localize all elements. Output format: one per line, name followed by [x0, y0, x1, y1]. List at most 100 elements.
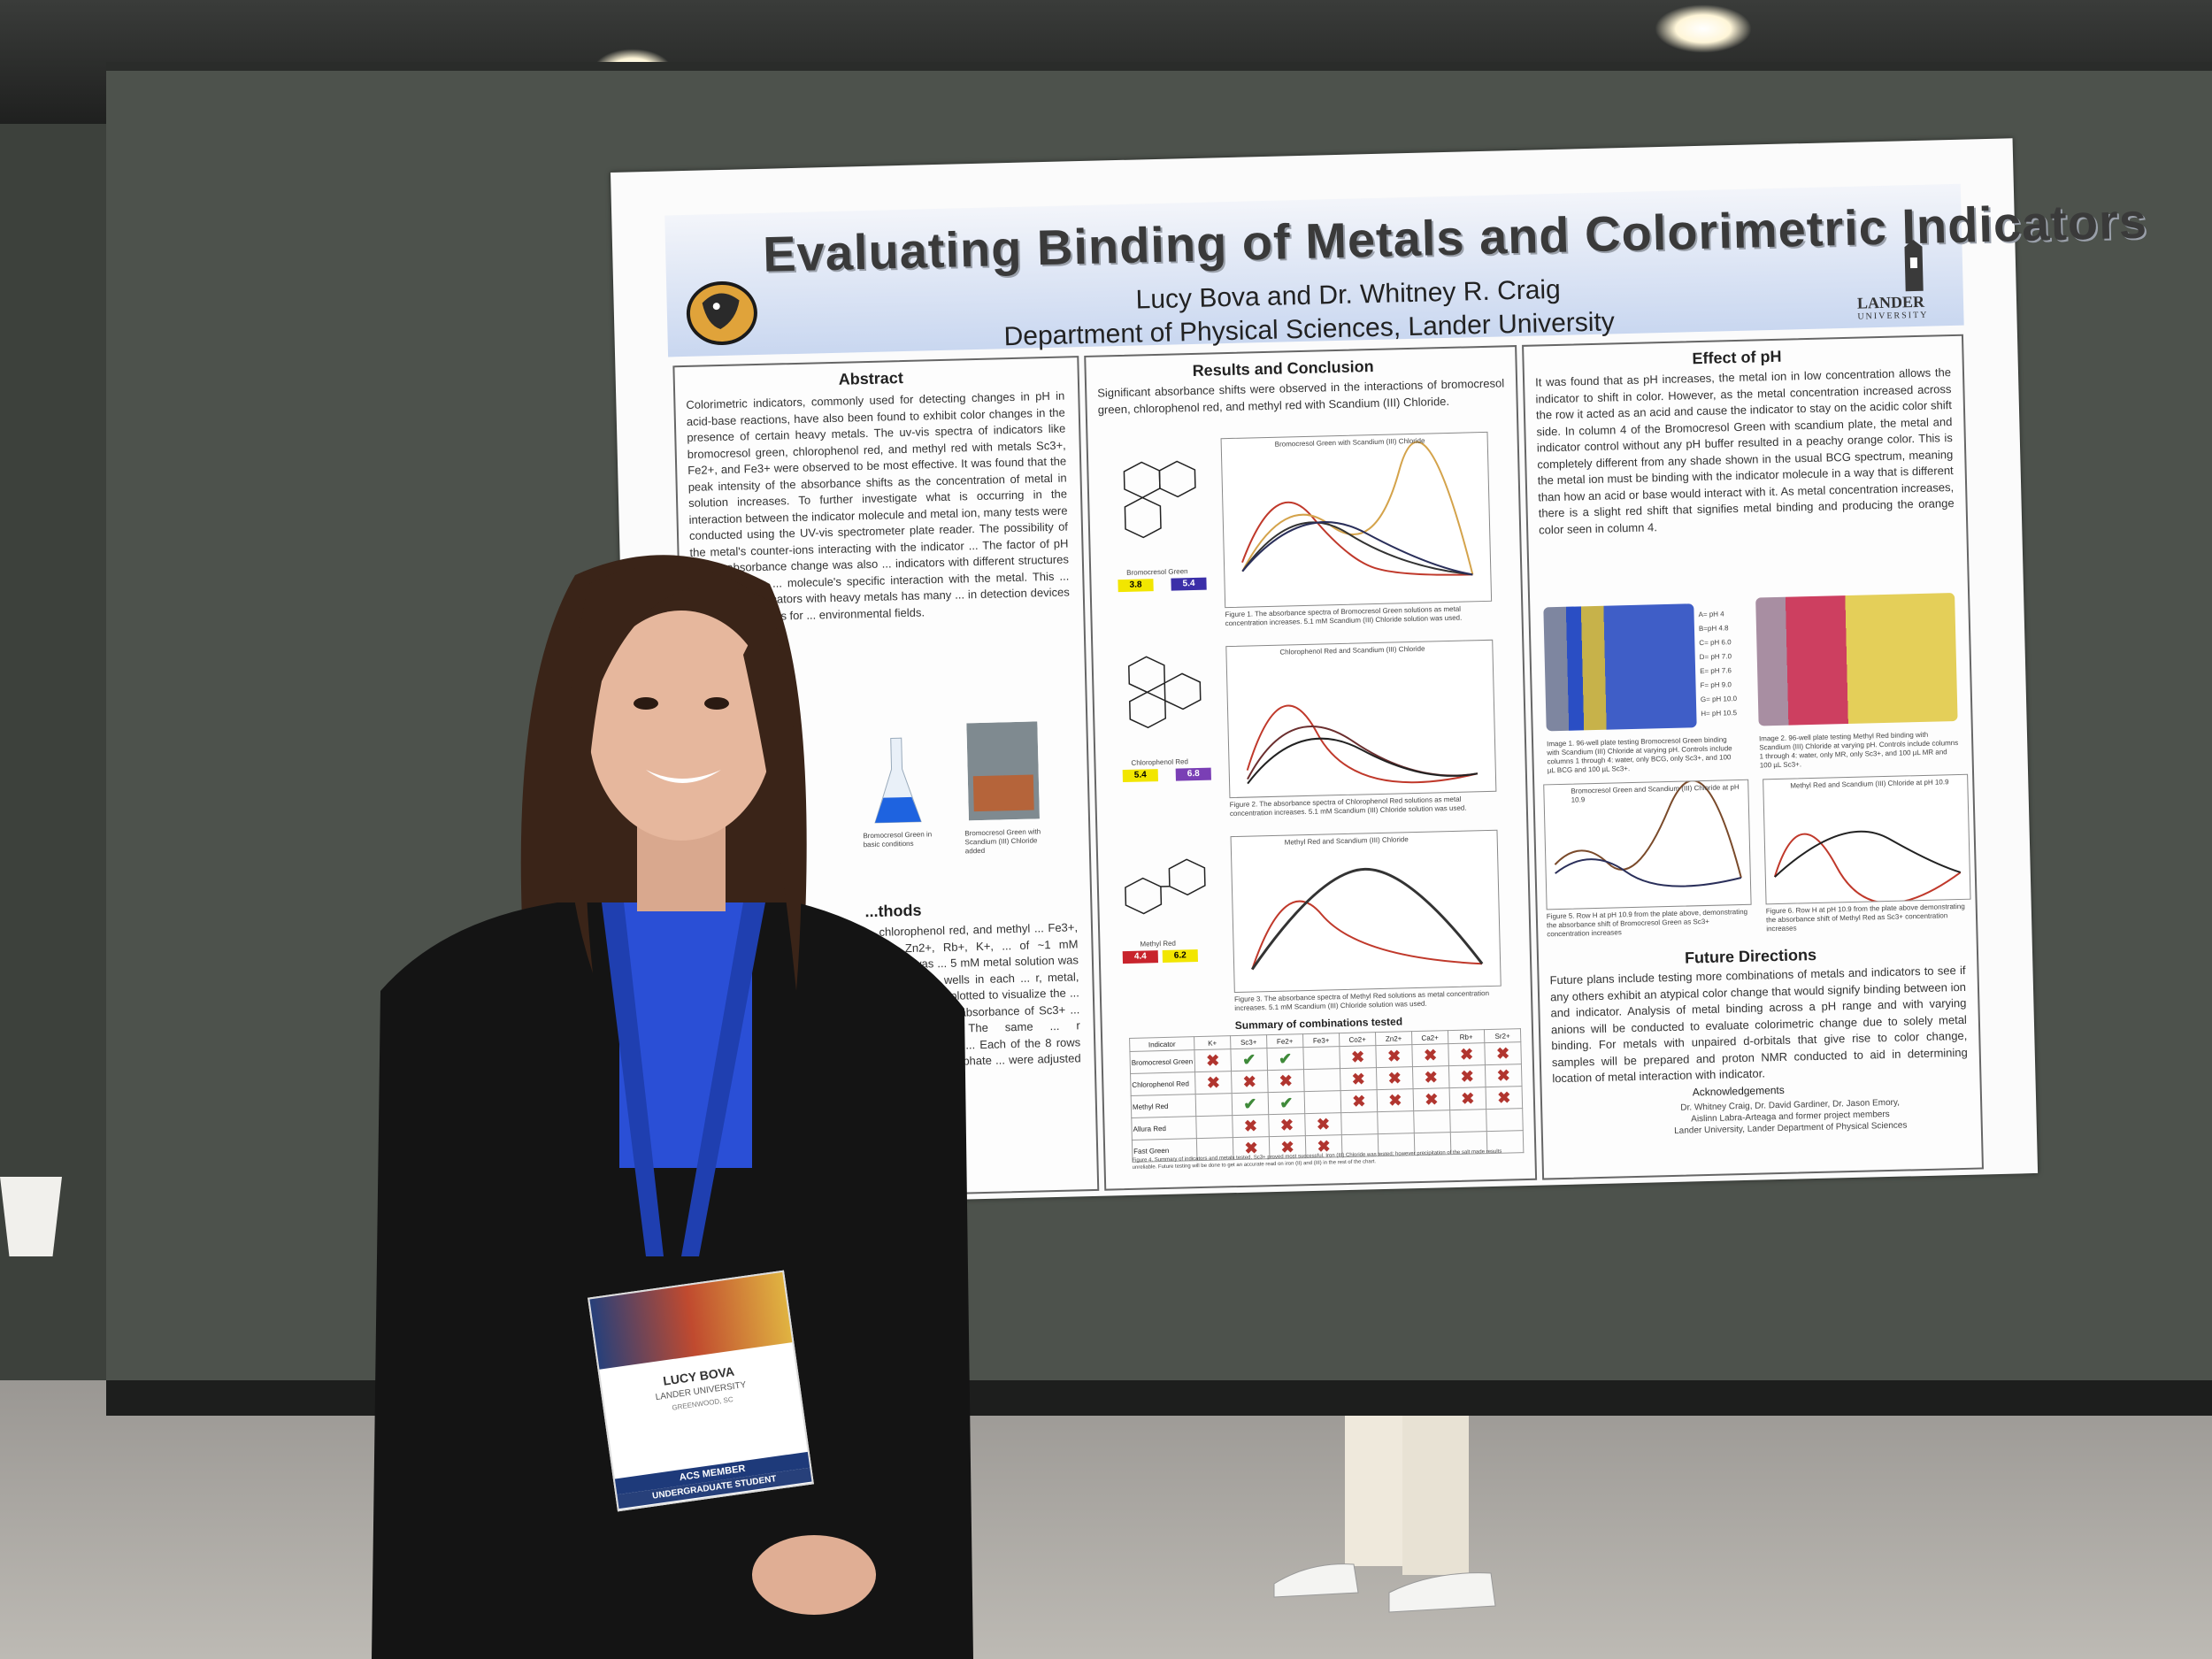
- cross-icon: ✖: [1484, 1041, 1522, 1065]
- table-cell: [1303, 1068, 1341, 1092]
- effect-column: Effect of pH It was found that as pH inc…: [1522, 334, 1984, 1180]
- cross-icon: ✖: [1231, 1070, 1269, 1094]
- presenter-person: [372, 555, 973, 1659]
- check-icon: ✔: [1230, 1048, 1268, 1071]
- row-label: Allura Red: [1131, 1116, 1197, 1141]
- floor: [0, 1380, 2212, 1659]
- table-header: Sc3+: [1230, 1034, 1267, 1049]
- table-cell: [1195, 1093, 1233, 1117]
- table-header: Zn2+: [1375, 1031, 1412, 1046]
- cross-icon: ✖: [1232, 1114, 1270, 1138]
- ph-low-swatch: 5.4: [1122, 769, 1158, 783]
- image-caption: Image 2. 96-well plate testing Methyl Re…: [1758, 730, 1959, 770]
- molecule-name: Bromocresol Green: [1126, 567, 1188, 577]
- ph-legend-item: F= pH 9.0: [1700, 680, 1732, 690]
- cross-icon: ✖: [1194, 1048, 1232, 1072]
- check-icon: ✔: [1232, 1092, 1269, 1116]
- spectrum-chart: Methyl Red and Scandium (III) Chloride: [1230, 829, 1502, 994]
- cross-icon: ✖: [1304, 1112, 1342, 1136]
- cross-icon: ✖: [1267, 1069, 1305, 1093]
- bearcat-mascot-icon: [686, 280, 757, 345]
- lander-tower-icon: [1904, 240, 1924, 292]
- ph-legend-item: C= pH 6.0: [1699, 638, 1732, 648]
- ceiling-light: [1655, 4, 1752, 53]
- cross-icon: ✖: [1340, 1089, 1378, 1113]
- ph-legend-item: B=pH 4.8: [1698, 624, 1729, 634]
- molecule-structure-icon: [1123, 460, 1196, 539]
- cross-icon: ✖: [1375, 1044, 1413, 1068]
- cross-icon: ✖: [1449, 1087, 1486, 1110]
- cross-icon: ✖: [1485, 1064, 1523, 1087]
- conference-badge: LUCY BOVA LANDER UNIVERSITY GREENWOOD, S…: [588, 1270, 814, 1512]
- cross-icon: ✖: [1411, 1043, 1449, 1067]
- table-header: K+: [1194, 1035, 1231, 1050]
- flask-blue-icon: [874, 737, 922, 824]
- table-cell: [1486, 1108, 1524, 1132]
- row-label: Methyl Red: [1131, 1094, 1196, 1118]
- ph-legend-item: E= pH 7.6: [1700, 666, 1732, 676]
- figure-caption: Figure 5. Row H at pH 10.9 from the plat…: [1546, 907, 1748, 939]
- row-label: Bromocresol Green: [1129, 1049, 1195, 1074]
- table-header: Co2+: [1339, 1032, 1376, 1047]
- ph-high-swatch: 6.8: [1175, 767, 1211, 781]
- summary-heading: Summary of combinations tested: [1234, 1015, 1403, 1033]
- ph-high-swatch: 6.2: [1162, 949, 1198, 964]
- table-header: Fe2+: [1266, 1033, 1303, 1048]
- ph-legend-item: D= pH 7.0: [1699, 652, 1732, 662]
- cross-icon: ✖: [1413, 1087, 1450, 1111]
- spectrum-lines: [1246, 704, 1479, 785]
- cross-icon: ✖: [1268, 1113, 1306, 1137]
- spectrum-lines: [1250, 867, 1484, 971]
- ph-low-swatch: 4.4: [1122, 950, 1159, 964]
- table-cell: [1340, 1111, 1379, 1135]
- future-text: Future plans include testing more combin…: [1549, 963, 1968, 1086]
- future-heading: Future Directions: [1684, 945, 1817, 967]
- cross-icon: ✖: [1194, 1071, 1233, 1094]
- image-caption: Image 1. 96-well plate testing Bromocres…: [1546, 735, 1732, 775]
- abstract-column: Abstract Colorimetric indicators, common…: [672, 356, 1100, 1202]
- spectrum-lines: [1241, 441, 1474, 576]
- spectrum-lines: [1554, 780, 1742, 887]
- abstract-heading: Abstract: [838, 368, 904, 388]
- effect-heading: Effect of pH: [1692, 347, 1782, 368]
- ph-legend-item: H= pH 10.5: [1701, 709, 1738, 718]
- table-cell: [1377, 1110, 1415, 1134]
- table-cell: [1302, 1046, 1340, 1070]
- cross-icon: ✖: [1412, 1065, 1450, 1089]
- display-board-left: [0, 124, 115, 1504]
- spectrum-chart: Methyl Red and Scandium (III) Chloride a…: [1763, 773, 1971, 905]
- table-header: Sr2+: [1484, 1028, 1521, 1043]
- results-text: Significant absorbance shifts were obser…: [1097, 376, 1505, 417]
- molecule-name: Chlorophenol Red: [1131, 757, 1189, 767]
- molecule-structure-icon: [1125, 858, 1206, 915]
- figure-caption: Figure 6. Row H at pH 10.9 from the plat…: [1765, 902, 1965, 933]
- spectrum-lines: [1773, 830, 1962, 904]
- ph-low-swatch: 3.8: [1118, 579, 1154, 593]
- poster-banner: Evaluating Binding of Metals and Colorim…: [664, 183, 2148, 357]
- well-plate-image: [1755, 593, 1958, 726]
- table-cell: [1449, 1109, 1487, 1133]
- table-cell: [1195, 1115, 1233, 1139]
- table-cell: [1413, 1110, 1451, 1133]
- ph-legend-item: G= pH 10.0: [1700, 695, 1738, 704]
- ack-heading: Acknowledgements: [1692, 1083, 1785, 1099]
- table-cell: [1304, 1090, 1341, 1114]
- table-header: Fe3+: [1302, 1033, 1340, 1048]
- combinations-table: Indicator K+ Sc3+ Fe2+ Fe3+ Co2+ Zn2+ Ca2+ Rb+ Sr…: [1129, 1028, 1524, 1163]
- logo-subtitle: UNIVERSITY: [1857, 310, 1929, 322]
- check-icon: ✔: [1266, 1047, 1304, 1071]
- effect-text: It was found that as pH increases, the m…: [1534, 365, 1955, 536]
- molecule-name: Methyl Red: [1140, 939, 1177, 949]
- spectrum-chart: Bromocresol Green with Scandium (III) Ch…: [1220, 431, 1493, 609]
- flask-orange-photo: [966, 721, 1040, 821]
- table-header: Rb+: [1448, 1029, 1485, 1044]
- ph-legend-item: A= pH 4: [1698, 610, 1724, 619]
- cross-icon: ✖: [1339, 1045, 1377, 1069]
- spectrum-chart: Bromocresol Green and Scandium (III) Chl…: [1543, 779, 1752, 910]
- cross-icon: ✖: [1448, 1064, 1486, 1088]
- well-plate-image: [1543, 603, 1697, 732]
- spectrum-chart: Chlorophenol Red and Scandium (III) Chlo…: [1225, 639, 1497, 799]
- row-label: Chlorophenol Red: [1130, 1071, 1196, 1096]
- passerby-legs: [1273, 1416, 1496, 1613]
- cross-icon: ✖: [1486, 1086, 1523, 1110]
